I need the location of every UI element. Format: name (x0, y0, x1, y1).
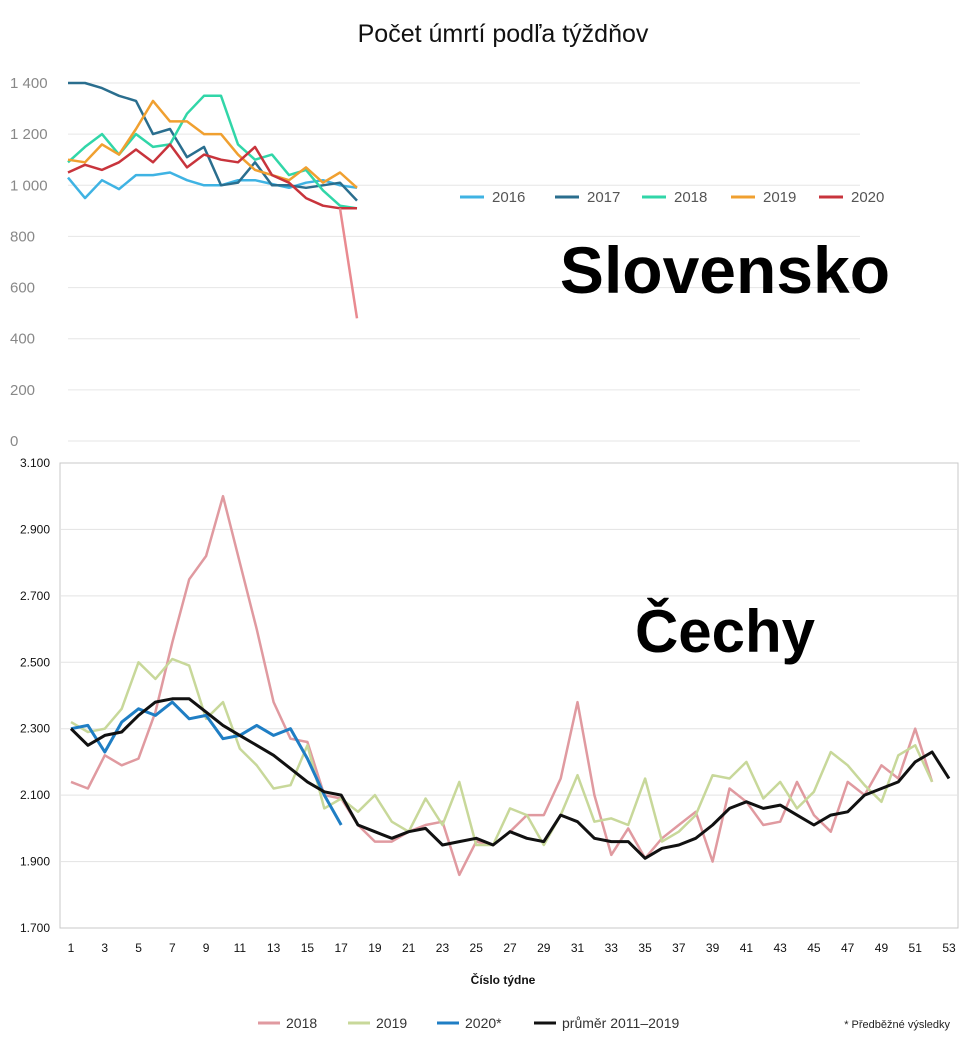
czech-x-tick-label: 29 (537, 941, 551, 955)
czech-x-tick-label: 47 (841, 941, 855, 955)
czech-series-line-3 (69, 697, 951, 860)
czech-x-tick-label: 43 (773, 941, 787, 955)
czech-y-tick-label: 1.700 (20, 921, 50, 935)
czech-legend-item: 2018 (258, 1015, 317, 1031)
czech-legend: 2018 2019 2020* průměr 2011–2019 (258, 1015, 679, 1031)
czech-footnote: * Předběžné výsledky (844, 1019, 950, 1031)
czech-y-tick-label: 2.700 (20, 589, 50, 603)
slovakia-y-tick-label: 200 (10, 382, 35, 399)
slovakia-label: Slovensko (560, 233, 890, 307)
slovakia-series-line-extension (338, 208, 359, 319)
czech-y-tick-label: 2.300 (20, 722, 50, 736)
slovakia-series-line-2016 (67, 171, 358, 200)
slovakia-legend: 2016 2017 2018 2019 2020 (460, 189, 884, 206)
czech-x-tick-label: 11 (234, 941, 247, 955)
slovakia-y-tick-label: 400 (10, 331, 35, 348)
slovakia-y-tick-label: 0 (10, 433, 18, 450)
slovakia-legend-label: 2017 (587, 189, 620, 206)
czech-label: Čechy (635, 598, 816, 665)
czech-legend-item: 2019 (348, 1015, 407, 1031)
czech-legend-label: průměr 2011–2019 (562, 1015, 679, 1031)
czech-x-tick-label: 41 (740, 941, 754, 955)
czech-x-tick-label: 7 (169, 941, 176, 955)
slovakia-legend-item-2019: 2019 (731, 189, 796, 206)
czech-legend-item: průměr 2011–2019 (534, 1015, 679, 1031)
slovakia-legend-item-2018: 2018 (642, 189, 707, 206)
slovakia-legend-item-2020: 2020 (819, 189, 884, 206)
czech-y-tick-label: 1.900 (20, 855, 50, 869)
czech-x-tick-label: 3 (101, 941, 108, 955)
slovakia-chart-title: Počet úmrtí podľa týždňov (358, 20, 649, 48)
czech-x-tick-label: 39 (706, 941, 720, 955)
slovakia-y-tick-label: 600 (10, 280, 35, 297)
czech-x-tick-label: 21 (402, 941, 416, 955)
czech-legend-item: 2020* (437, 1015, 502, 1031)
czech-x-tick-label: 49 (875, 941, 889, 955)
czech-series-line-1 (70, 657, 934, 847)
czech-legend-label: 2018 (286, 1015, 317, 1031)
czech-legend-label: 2019 (376, 1015, 407, 1031)
czech-x-tick-label: 23 (436, 941, 450, 955)
czech-x-tick-label: 5 (135, 941, 142, 955)
czech-x-tick-label: 53 (942, 941, 956, 955)
czech-x-tick-label: 27 (503, 941, 517, 955)
czech-y-tick-label: 2.100 (20, 788, 50, 802)
czech-y-axis-ticks: 3.100 2.900 2.700 2.500 2.300 2.100 1.900 1.700 (20, 456, 50, 935)
czech-x-tick-label: 25 (470, 941, 484, 955)
czech-x-tick-label: 9 (203, 941, 210, 955)
czech-series-lines (69, 494, 951, 877)
slovakia-series-line-2018 (67, 94, 358, 210)
czech-x-axis-ticks: 1 3 5 7 9 11 13 15 17 19 21 23 25 27 29 31 33 35 37 39 41 43 4… (68, 941, 956, 955)
slovakia-y-axis-ticks: 1 400 1 200 1 000 800 600 400 200 0 (10, 75, 48, 450)
czech-x-tick-label: 17 (334, 941, 348, 955)
czech-x-tick-label: 51 (909, 941, 923, 955)
czech-y-tick-label: 2.500 (20, 655, 50, 669)
czech-legend-label: 2020* (465, 1015, 502, 1031)
czech-gridlines (60, 528, 958, 863)
czech-x-tick-label: 1 (68, 941, 75, 955)
czech-y-tick-label: 3.100 (20, 456, 50, 470)
slovakia-legend-item-2016: 2016 (460, 189, 525, 206)
czech-x-tick-label: 19 (368, 941, 382, 955)
slovakia-legend-item-2017: 2017 (555, 189, 620, 206)
slovakia-series-line-2019 (67, 99, 358, 189)
slovakia-y-tick-label: 1 000 (10, 177, 48, 194)
czech-x-tick-label: 35 (638, 941, 652, 955)
slovakia-legend-label: 2020 (851, 189, 884, 206)
czech-x-tick-label: 33 (605, 941, 619, 955)
slovakia-y-tick-label: 1 400 (10, 75, 48, 92)
czech-x-tick-label: 13 (267, 941, 281, 955)
czech-x-tick-label: 45 (807, 941, 821, 955)
slovakia-legend-label: 2018 (674, 189, 707, 206)
czech-x-tick-label: 31 (571, 941, 585, 955)
slovakia-series-line-2017 (68, 81, 358, 202)
slovakia-legend-label: 2016 (492, 189, 525, 206)
slovakia-y-tick-label: 1 200 (10, 126, 48, 143)
czech-x-axis-title: Číslo týdne (471, 972, 536, 987)
czech-y-tick-label: 2.900 (20, 522, 50, 536)
czech-x-tick-label: 37 (672, 941, 686, 955)
slovakia-y-tick-label: 800 (10, 228, 35, 245)
czech-x-tick-label: 15 (301, 941, 315, 955)
slovakia-series-line-2020 (67, 143, 357, 210)
slovakia-series-lines (67, 81, 359, 319)
czech-plot-frame (59, 462, 959, 929)
slovakia-legend-label: 2019 (763, 189, 796, 206)
